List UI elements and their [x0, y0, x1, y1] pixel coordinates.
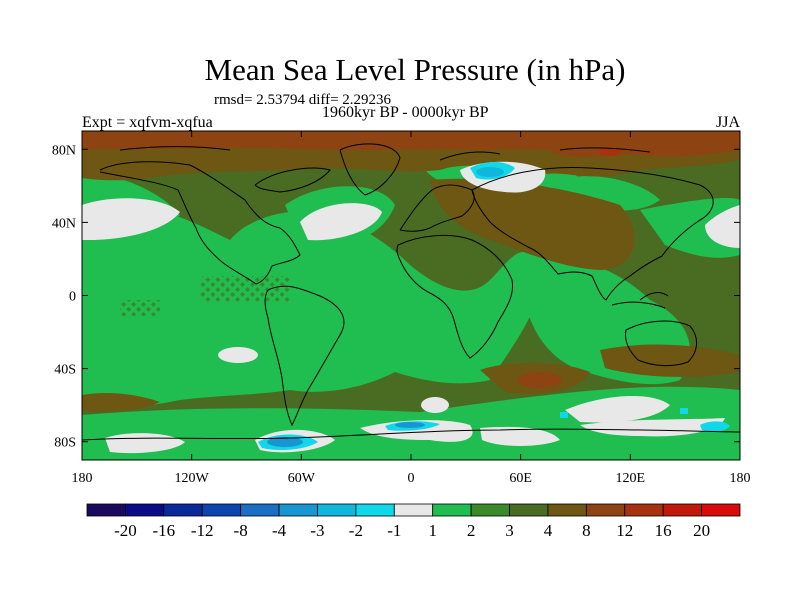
colorbar-swatch [470, 503, 510, 517]
x-tick-label: 60W [288, 471, 316, 486]
red-spot [598, 148, 622, 156]
y-tick-label: 80S [54, 436, 76, 451]
colorbar-label: -12 [191, 521, 214, 540]
y-tick-label: 0 [69, 290, 76, 305]
colorbar-label: -1 [387, 521, 401, 540]
chart-subtitle: 1960kyr BP - 0000kyr BP [322, 104, 489, 121]
colorbar-swatch [125, 503, 165, 517]
x-tick-label: 180 [72, 471, 93, 486]
season-label: JJA [716, 114, 741, 131]
colorbar-swatch [86, 503, 126, 517]
colorbar-swatch [355, 503, 395, 517]
x-axis: 180 120W 60W 0 60E 120E 180 [72, 131, 751, 486]
colorbar-swatch [240, 503, 280, 517]
colorbar-label: -20 [114, 521, 137, 540]
colorbar-label: 8 [582, 521, 591, 540]
colorbar-label: -16 [152, 521, 175, 540]
hatched-region [120, 300, 160, 316]
colorbar-swatch [509, 503, 549, 517]
colorbar-swatch [701, 503, 741, 517]
y-tick-label: 80N [52, 143, 76, 158]
colorbar-swatch [662, 503, 702, 517]
colorbar-swatch [201, 503, 242, 517]
colorbar-label: 20 [693, 521, 710, 540]
colorbar-label: 3 [505, 521, 514, 540]
x-tick-label: 120E [616, 471, 646, 486]
stats-text: rmsd= 2.53794 diff= 2.29236 [214, 92, 392, 108]
coastlines [82, 143, 740, 441]
white-regions [82, 161, 740, 454]
colorbar-label: 16 [655, 521, 672, 540]
colorbar-label: 2 [467, 521, 476, 540]
colorbar-label: -4 [272, 521, 287, 540]
colorbar-swatch [278, 503, 318, 517]
x-tick-label: 120W [175, 471, 210, 486]
colorbar-swatch [317, 503, 357, 517]
colorbar-swatch [547, 503, 587, 517]
cyan-regions [258, 162, 730, 450]
colorbar-swatch [163, 503, 203, 517]
x-tick-label: 180 [730, 471, 751, 486]
y-axis: 80N 40N 0 40S 80S [52, 143, 740, 451]
chart-title: Mean Sea Level Pressure (in hPa) [204, 52, 626, 87]
colorbar-label: -2 [349, 521, 363, 540]
experiment-label: Expt = xqfvm-xqfua [82, 114, 213, 131]
map-plot-area [82, 131, 740, 460]
y-tick-label: 40S [54, 363, 76, 378]
colorbar: -20 -16 -12 -8 -4 -3 -2 -1 1 2 3 4 8 12 16 20 [86, 503, 741, 540]
colorbar-swatch [432, 503, 472, 517]
colorbar-swatch [585, 503, 626, 517]
colorbar-label: 1 [428, 521, 437, 540]
colorbar-swatch [393, 503, 434, 517]
x-tick-label: 60E [509, 471, 532, 486]
colorbar-label: 4 [544, 521, 553, 540]
colorbar-label: -8 [234, 521, 248, 540]
colorbar-label: 12 [616, 521, 633, 540]
y-tick-label: 40N [52, 216, 76, 231]
colorbar-swatch [624, 503, 664, 517]
colorbar-label: -3 [310, 521, 324, 540]
hatched-region [200, 276, 290, 302]
x-tick-label: 0 [408, 471, 415, 486]
